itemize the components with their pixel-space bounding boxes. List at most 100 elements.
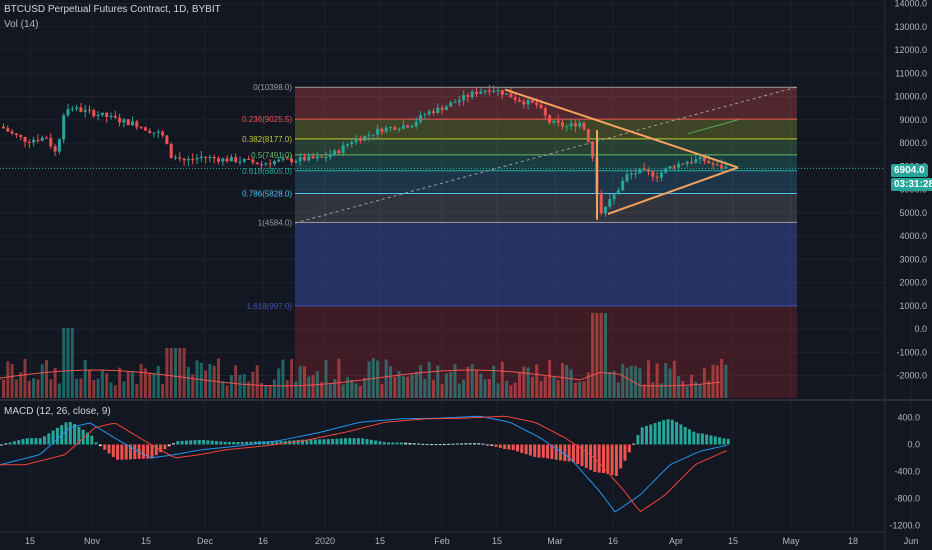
volume-bar (311, 375, 315, 398)
candle-body (32, 139, 36, 143)
candle-body (277, 159, 281, 162)
candle-body (49, 138, 53, 147)
candle-body (169, 144, 173, 159)
macd-histogram-bar (645, 425, 648, 445)
candle-body (290, 158, 294, 163)
volume-bar (152, 373, 156, 398)
macd-histogram-bar (253, 441, 257, 445)
volume-bar (707, 380, 711, 398)
macd-histogram-bar (528, 444, 532, 456)
volume-bar (32, 378, 36, 398)
macd-histogram-bar (533, 444, 537, 457)
volume-bar (307, 376, 311, 398)
candle-body (500, 90, 504, 95)
candle-body (242, 159, 246, 162)
volume-legend[interactable]: Vol (14) (4, 19, 39, 30)
macd-histogram-bar (227, 441, 231, 445)
macd-legend[interactable]: MACD (12, 26, close, 9) (4, 406, 111, 417)
volume-bar (204, 370, 208, 398)
candle-body (113, 115, 117, 118)
macd-histogram-bar (679, 424, 683, 445)
volume-bar (255, 365, 259, 398)
macd-histogram-bar (395, 442, 399, 445)
candle-body (453, 102, 457, 104)
volume-bar (496, 383, 500, 398)
candle-body (320, 156, 324, 158)
macd-histogram-bar (589, 444, 593, 470)
volume-bar (178, 348, 182, 398)
macd-histogram-bar (352, 438, 356, 445)
fibonacci-retracement[interactable]: 0(10398.0) 0.236(9025.5) 0.382(8177.0) 0.5(… (242, 83, 798, 398)
volume-bar (96, 378, 100, 398)
macd-histogram-bar (68, 422, 72, 445)
chart-title[interactable]: BTCUSD Perpetual Futures Contract, 1D, B… (4, 4, 221, 15)
macd-histogram-bar (627, 444, 631, 453)
volume-bar (19, 372, 23, 398)
candle-body (720, 164, 724, 169)
volume-bar (664, 363, 668, 398)
volume-bar (135, 384, 139, 398)
volume-bar (543, 376, 547, 398)
volume-bar (191, 374, 195, 398)
macd-histogram-bar (713, 436, 717, 445)
volume-bar (36, 379, 40, 398)
macd-histogram-bar (322, 439, 326, 445)
volume-bar (186, 367, 190, 398)
candle-body (126, 119, 130, 126)
macd-histogram-bar (559, 444, 562, 461)
volume-bar (470, 363, 474, 398)
fib-level-label: 0.382(8177.0) (242, 135, 292, 144)
volume-bar (526, 367, 530, 398)
macd-histogram-bar (657, 421, 661, 445)
macd-histogram-bar (64, 422, 68, 445)
fib-level-label: 1(4584.0) (258, 218, 293, 227)
macd-histogram-bar (111, 444, 115, 457)
macd-histogram-bar (541, 444, 545, 458)
candle-body (152, 132, 156, 134)
volume-bar (518, 372, 521, 398)
macd-histogram-bar (507, 444, 511, 450)
macd-histogram-bar (167, 444, 171, 447)
candle-body (475, 91, 478, 94)
volume-bar (238, 374, 242, 398)
candle-body (255, 162, 259, 165)
macd-histogram-bar (77, 426, 81, 445)
volume-bar (582, 381, 586, 398)
macd-histogram-bar (176, 441, 180, 445)
candle-body (651, 171, 655, 177)
volume-bar (556, 380, 560, 398)
trendline-drawings[interactable] (0, 88, 885, 220)
candle-body (66, 109, 70, 116)
candle-body (664, 168, 668, 173)
time-axis-label: 16 (608, 536, 618, 546)
volume-bar (539, 381, 543, 398)
macd-histogram-bar (369, 439, 373, 445)
volume-bar (242, 374, 246, 398)
macd-histogram-bar (184, 440, 188, 445)
time-axis-label: Mar (547, 536, 563, 546)
macd-histogram-bar (576, 444, 580, 465)
candle-body (672, 166, 676, 168)
candle-body (530, 100, 534, 103)
volume-bars (0, 313, 728, 398)
volume-bar (217, 358, 220, 398)
candle-body (552, 120, 556, 123)
macd-histogram-bar (597, 444, 601, 473)
macd-histogram-bar (240, 441, 244, 445)
candle-body (518, 99, 521, 102)
macd-histogram-bar (408, 442, 412, 445)
macd-histogram-bar (490, 444, 494, 446)
volume-bar (109, 382, 113, 398)
volume-bar (337, 358, 341, 398)
volume-bar (393, 376, 397, 398)
candle-body (363, 135, 367, 141)
candle-body (561, 122, 564, 127)
volume-bar (75, 378, 79, 398)
macd-histogram-bar (447, 443, 451, 445)
volume-bar (509, 385, 513, 398)
volume-bar (10, 364, 14, 398)
price-axis-label: 4000.0 (899, 231, 927, 241)
macd-histogram-bar (662, 420, 666, 445)
candle-body (346, 143, 349, 146)
